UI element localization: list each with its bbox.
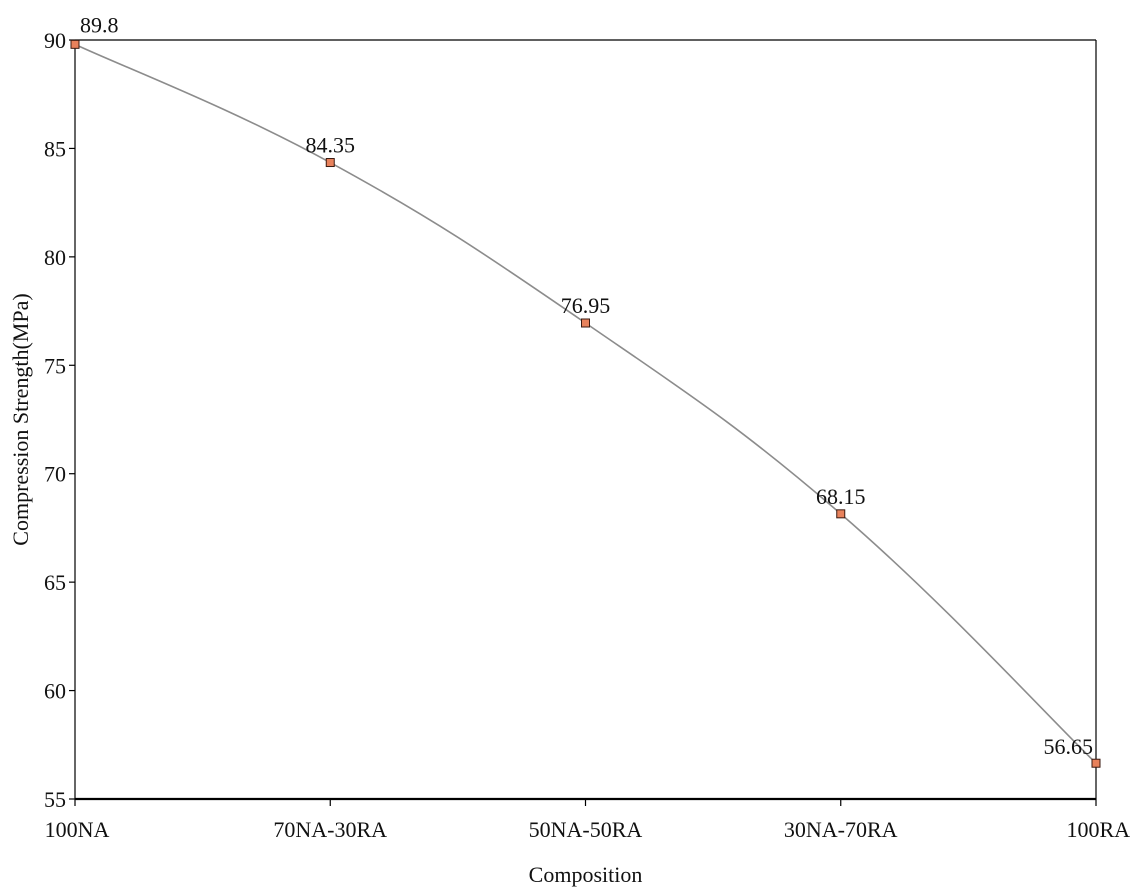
data-point xyxy=(836,509,846,519)
y-tick-label: 60 xyxy=(44,679,66,704)
series-line xyxy=(74,43,1097,764)
data-point xyxy=(581,318,590,328)
data-label: 89.8 xyxy=(80,12,119,37)
data-series: 89.8 84.35 76.95 68.15 56.65 xyxy=(70,12,1101,768)
y-tick-label: 65 xyxy=(44,570,66,595)
y-tick-label: 85 xyxy=(44,136,66,161)
x-axis: 100NA 70NA-30RA 50NA-50RA 30NA-70RA 100RA xyxy=(45,799,1130,842)
y-axis-title: Compression Strength(MPa) xyxy=(8,293,33,545)
y-tick-label: 55 xyxy=(44,787,66,812)
y-tick-label: 70 xyxy=(44,462,66,487)
data-label: 76.95 xyxy=(561,293,611,318)
y-axis: 55 60 65 70 75 80 85 90 xyxy=(44,28,75,812)
y-tick-label: 90 xyxy=(44,28,66,53)
x-axis-title: Composition xyxy=(529,862,643,887)
x-tick-label: 50NA-50RA xyxy=(529,817,643,842)
data-point xyxy=(325,158,335,168)
y-tick-label: 80 xyxy=(44,245,66,270)
data-label: 56.65 xyxy=(1044,734,1094,759)
data-point xyxy=(70,39,80,49)
y-tick-label: 75 xyxy=(44,353,66,378)
data-label: 68.15 xyxy=(816,484,866,509)
data-label: 84.35 xyxy=(306,133,356,158)
data-point xyxy=(1091,758,1101,768)
x-tick-label: 30NA-70RA xyxy=(784,817,898,842)
plot-area xyxy=(74,39,1097,801)
x-tick-label: 100RA xyxy=(1066,817,1130,842)
x-tick-label: 100NA xyxy=(45,817,110,842)
x-tick-label: 70NA-30RA xyxy=(273,817,387,842)
